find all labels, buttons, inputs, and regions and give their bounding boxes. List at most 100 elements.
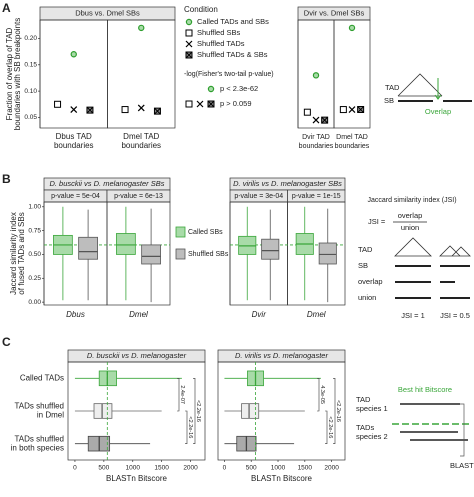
facet <box>333 19 371 129</box>
point <box>153 107 161 115</box>
box <box>241 403 260 419</box>
facet <box>106 201 171 306</box>
y-tick-label: 1.00 <box>28 203 41 210</box>
tad-triangle <box>394 237 432 257</box>
bracket <box>185 410 188 444</box>
label: TAD <box>358 245 373 254</box>
bracket <box>333 378 336 444</box>
panel-label: A <box>2 1 11 15</box>
tad-triangle <box>397 73 443 97</box>
blast-schematic: Best hit Bitscore TAD species 1 TADs spe… <box>356 385 474 470</box>
x-tick-label: 1000 <box>126 465 141 472</box>
label: Jaccard similarity index (JSI) <box>367 197 456 204</box>
chart-title: Dvir vs. Dmel SBs <box>304 8 365 17</box>
bracket <box>193 378 196 444</box>
box <box>78 236 98 260</box>
y-axis-label: of fused TADs and SBs <box>17 212 26 294</box>
box <box>116 233 136 255</box>
point <box>357 106 365 114</box>
point <box>303 108 311 116</box>
y-tick-label: Called TADs <box>20 373 64 382</box>
x-tick-label: 500 <box>246 465 257 472</box>
x-tick-label: boundaries <box>299 143 334 150</box>
x-tick-label: 1000 <box>271 465 286 472</box>
point <box>86 106 94 114</box>
y-tick-label: in both species <box>11 443 64 452</box>
x-tick-label: 2000 <box>183 465 198 472</box>
arrow-head <box>434 94 442 100</box>
label: species 2 <box>356 432 388 441</box>
x-tick-label: boundaries <box>335 143 370 150</box>
frame <box>67 361 206 461</box>
y-tick-label: 0.75 <box>28 227 41 234</box>
label: species 1 <box>356 404 388 413</box>
y-tick-label: TADs shuffled <box>14 434 64 443</box>
bracket <box>460 403 465 457</box>
legend-title: Condition <box>184 5 218 14</box>
point <box>185 29 193 37</box>
point <box>121 106 129 114</box>
label: TAD <box>356 395 371 404</box>
label: TADs <box>356 423 374 432</box>
y-tick-label: in Dmel <box>37 411 64 420</box>
annotation: p-value = 6e-13 <box>114 193 163 200</box>
label: union <box>401 223 419 232</box>
label: Overlap <box>425 107 451 116</box>
label: JSI = 0.5 <box>440 311 470 320</box>
point <box>339 106 347 114</box>
point <box>185 40 193 48</box>
label: union <box>358 293 376 302</box>
legend-swatch <box>175 226 186 238</box>
bracket <box>325 410 328 444</box>
p-value: 4.3e-05 <box>319 385 325 404</box>
label: JSI = 1 <box>401 311 425 320</box>
label: JSI = <box>368 217 386 226</box>
x-tick-label: Dvir <box>252 310 267 319</box>
chart-title: D. busckii vs D. melanogaster <box>87 351 187 360</box>
x-tick-label: Dmel TAD <box>123 132 159 141</box>
chart-title: D. virilis vs D. melanogaster SBs <box>233 179 342 188</box>
y-tick-label: TADs shuffled <box>14 402 64 411</box>
box <box>93 403 113 419</box>
bracket <box>177 378 180 412</box>
facet <box>107 19 176 129</box>
overlap-schematic: TAD SB Overlap <box>384 73 472 116</box>
bracket <box>317 378 320 412</box>
legend-label: Shuffled TADs & SBs <box>197 50 268 59</box>
x-tick-label: Dbus <box>66 310 85 319</box>
point <box>321 116 329 124</box>
label: overlap <box>398 211 423 220</box>
x-tick-label: boundaries <box>54 141 94 150</box>
x-tick-label: boundaries <box>121 141 161 150</box>
x-tick-label: 2000 <box>324 465 339 472</box>
x-tick-label: 0 <box>73 465 77 472</box>
jsi-schematic: Jaccard similarity index (JSI) JSI = ove… <box>358 197 471 320</box>
box <box>318 242 337 265</box>
label: Best hit Bitscore <box>398 385 452 394</box>
legend-swatch <box>175 248 186 260</box>
x-tick-label: Dmel <box>307 310 326 319</box>
legend-label: p > 0.059 <box>220 99 252 108</box>
legend-label: Shuffled SBs <box>197 28 240 37</box>
p-value: <2.2e-16 <box>327 416 333 438</box>
legend-title: -log(Fisher's two-tail p-value) <box>184 71 274 78</box>
y-tick-label: 0.20 <box>24 35 37 42</box>
annotation: p-value = 1e-15 <box>292 193 341 200</box>
label: SB <box>384 96 394 105</box>
y-tick-label: 0.50 <box>28 251 41 258</box>
point <box>348 106 356 113</box>
x-tick-label: 0 <box>223 465 227 472</box>
p-value: <2.2e-16 <box>187 416 193 438</box>
x-tick-label: 1500 <box>298 465 313 472</box>
label: overlap <box>358 277 383 286</box>
x-tick-label: 500 <box>98 465 109 472</box>
point <box>348 24 356 32</box>
point <box>70 51 77 58</box>
panel-label: C <box>2 335 11 349</box>
legend-marker <box>207 85 215 93</box>
annotation: p-value = 3e-04 <box>234 193 283 200</box>
x-tick-label: Dbus TAD <box>56 132 92 141</box>
y-axis-label: Jaccard similarity index <box>9 212 18 295</box>
panel-label: B <box>2 172 11 186</box>
